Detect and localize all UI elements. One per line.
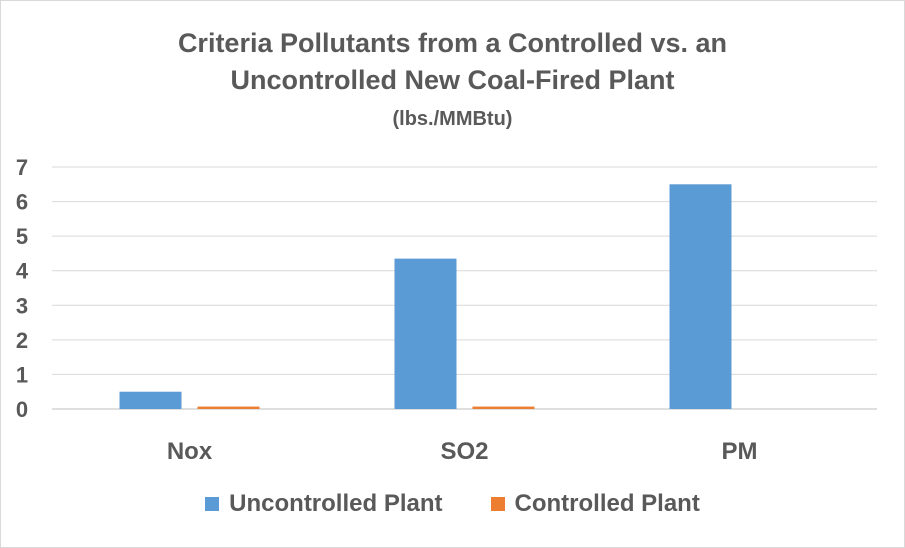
x-tick-label: PM <box>722 438 758 465</box>
y-tick-label: 4 <box>16 259 29 284</box>
y-tick-label: 2 <box>16 328 28 353</box>
legend-swatch-uncontrolled <box>205 497 220 511</box>
y-tick-label: 7 <box>16 155 28 180</box>
legend-label-uncontrolled: Uncontrolled Plant <box>229 490 443 517</box>
bar-so2-uncontrolled <box>394 258 457 409</box>
legend-swatch-controlled <box>490 497 505 511</box>
chart-title: Criteria Pollutants from a Controlled vs… <box>177 28 728 58</box>
chart-title-line2: Uncontrolled New Coal-Fired Plant <box>230 65 675 95</box>
legend-item-controlled: Controlled Plant <box>490 490 700 518</box>
bar-pm-uncontrolled <box>669 184 732 409</box>
y-tick-label: 1 <box>16 362 28 387</box>
y-tick-label: 6 <box>16 190 28 215</box>
y-tick-label: 3 <box>16 293 28 318</box>
y-tick-label: 5 <box>16 224 28 249</box>
bar-nox-controlled <box>197 406 260 409</box>
x-tick-label: SO2 <box>440 438 488 465</box>
legend-label-controlled: Controlled Plant <box>514 490 700 517</box>
y-tick-label: 0 <box>16 397 28 422</box>
bar-so2-controlled <box>472 406 535 409</box>
legend: Uncontrolled Plant Controlled Plant <box>0 490 905 518</box>
x-tick-label: Nox <box>167 438 213 465</box>
bar-nox-uncontrolled <box>119 391 182 409</box>
legend-item-uncontrolled: Uncontrolled Plant <box>205 490 443 518</box>
chart-subtitle: (lbs./MMBtu) <box>392 108 513 130</box>
